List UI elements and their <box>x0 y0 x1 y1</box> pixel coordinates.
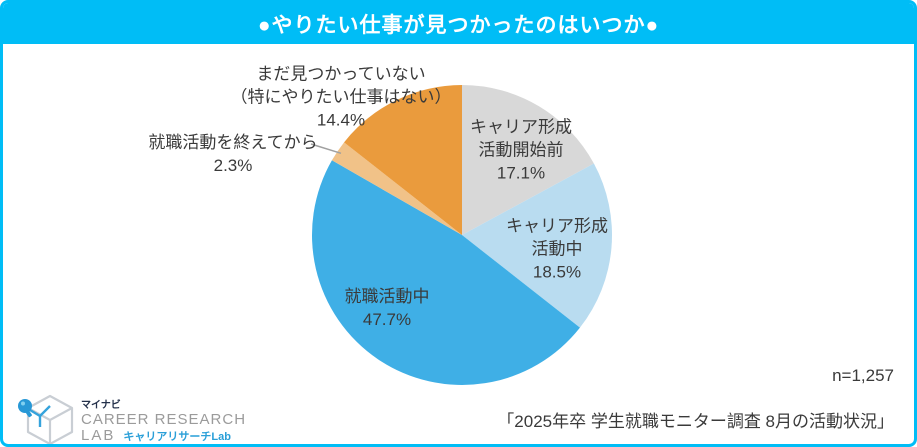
logo-brand: マイナビ <box>81 400 121 411</box>
pie-segment <box>312 160 580 385</box>
pie-segment <box>462 163 613 328</box>
source-citation: 「2025年卒 学生就職モニター調査 8月の活動状況」 <box>497 412 894 431</box>
header: ●やりたい仕事が見つかったのはいつか● <box>3 3 914 44</box>
pie-label-not-found: まだ見つかっていない （特にやりたい仕事はない） 14.4% <box>230 64 452 130</box>
leader-line <box>310 143 342 155</box>
logo-text: マイナビ CAREER RESEARCH LAB キャリアリサーチLab <box>81 396 246 444</box>
brand-logo: マイナビ CAREER RESEARCH LAB キャリアリサーチLab <box>17 393 246 444</box>
sample-size-label: n=1,257 <box>832 366 894 385</box>
pie-label-job-hunting: 就職活動中 47.7% <box>344 287 430 329</box>
logo-line2: LAB <box>81 427 116 444</box>
pie-segment <box>344 85 462 235</box>
pie-chart <box>310 85 613 385</box>
mynavi-cube-icon <box>18 394 74 444</box>
pie-segment <box>462 85 594 235</box>
pie-segment <box>331 142 462 235</box>
pie-label-after-hunting: 就職活動を終えてから 2.3% <box>148 133 318 175</box>
logo-sub-ja: キャリアリサーチLab <box>123 431 231 443</box>
logo-line1: CAREER RESEARCH <box>81 411 247 428</box>
pie-label-career-before: キャリア形成 活動開始前 17.1% <box>470 117 572 183</box>
chart-title: ●やりたい仕事が見つかったのはいつか● <box>257 13 660 37</box>
pie-label-career-during: キャリア形成 活動中 18.5% <box>506 216 608 282</box>
